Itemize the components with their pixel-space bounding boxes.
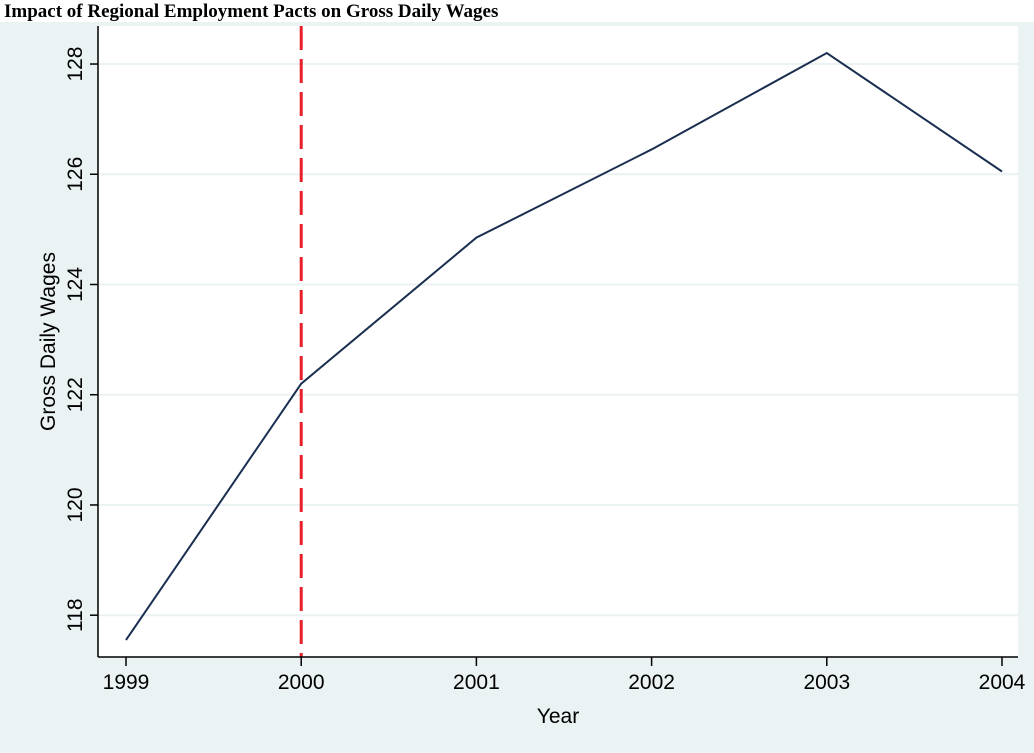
y-tick-label: 122: [64, 377, 87, 412]
chart-caption: Impact of Regional Employment Pacts on G…: [4, 1, 498, 22]
x-tick-label: 2002: [628, 671, 675, 694]
data-series: [125, 51, 1003, 641]
x-tick-label: 2004: [979, 671, 1026, 694]
axes: [97, 26, 1018, 658]
x-tick-label: 2001: [453, 671, 500, 694]
y-axis-title: Gross Daily Wages: [37, 252, 60, 431]
grid-lines: [98, 63, 1018, 617]
series-line: [125, 51, 1003, 641]
y-tick-label: 124: [64, 267, 87, 302]
x-axis-ticks: 1999 2000 2001 2002 2003 2004: [103, 657, 1026, 694]
x-tick-label: 2000: [278, 671, 325, 694]
x-tick-label: 2003: [803, 671, 850, 694]
x-tick-label: 1999: [103, 671, 150, 694]
y-tick-label: 126: [64, 157, 87, 192]
y-tick-label: 118: [64, 598, 87, 631]
y-axis-ticks: 118 120 122 124 126 128: [64, 47, 98, 632]
plot-area: [98, 26, 1018, 657]
x-axis-title: Year: [537, 705, 579, 728]
y-tick-label: 128: [64, 47, 87, 82]
caption-strip: [0, 0, 1034, 22]
y-tick-label: 120: [64, 487, 87, 522]
